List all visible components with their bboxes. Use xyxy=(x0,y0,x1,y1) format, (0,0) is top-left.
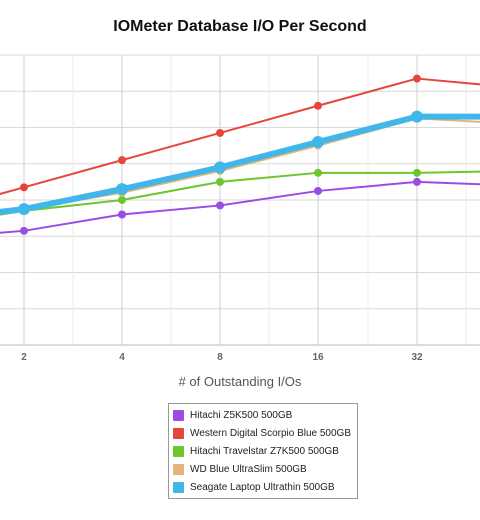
data-point-s2-x2 xyxy=(20,183,28,192)
legend-label: Seagate Laptop Ultrathin 500GB xyxy=(190,481,335,493)
data-point-s5-x16 xyxy=(312,136,324,148)
data-point-s5-x32 xyxy=(411,110,423,123)
legend-item: WD Blue UltraSlim 500GB xyxy=(173,460,353,478)
data-point-s2-x8 xyxy=(216,128,224,137)
legend-swatch xyxy=(173,427,184,439)
legend-item: Hitachi Z5K500 500GB xyxy=(173,406,353,424)
x-tick-label: 16 xyxy=(312,352,324,363)
legend-swatch xyxy=(173,445,184,457)
x-tick-label: 32 xyxy=(411,352,423,363)
data-point-s3-x32 xyxy=(413,168,421,177)
legend-item: Hitachi Travelstar Z7K500 500GB xyxy=(173,442,353,460)
legend: Hitachi Z5K500 500GB Western Digital Scor… xyxy=(168,403,358,499)
legend-label: WD Blue UltraSlim 500GB xyxy=(190,463,307,475)
x-tick-label: 8 xyxy=(217,352,223,363)
series-line-3 xyxy=(0,170,480,216)
data-point-s5-x2 xyxy=(18,203,30,216)
data-point-s2-x16 xyxy=(314,101,322,110)
data-point-s5-x8 xyxy=(214,161,226,174)
legend-swatch xyxy=(173,463,184,475)
data-point-s3-x8 xyxy=(216,177,224,186)
legend-label: Hitachi Z5K500 500GB xyxy=(190,409,293,421)
legend-swatch xyxy=(173,409,184,421)
data-point-s1-x16 xyxy=(314,186,322,195)
legend-swatch xyxy=(173,481,184,493)
x-tick-label: 4 xyxy=(119,352,125,363)
data-point-s3-x4 xyxy=(118,196,126,204)
data-point-s2-x32 xyxy=(413,74,421,83)
data-point-s1-x32 xyxy=(413,177,421,186)
series-line-1 xyxy=(0,180,480,234)
legend-item: Western Digital Scorpio Blue 500GB xyxy=(173,424,353,442)
data-point-s3-x16 xyxy=(314,168,322,177)
data-point-s1-x8 xyxy=(216,201,224,210)
data-point-s1-x4 xyxy=(118,210,126,219)
chart-title: IOMeter Database I/O Per Second xyxy=(113,18,367,35)
data-point-s2-x4 xyxy=(118,156,126,165)
x-axis-label: # of Outstanding I/Os xyxy=(178,374,302,389)
x-tick-label: 2 xyxy=(21,352,27,363)
legend-label: Hitachi Travelstar Z7K500 500GB xyxy=(190,445,339,457)
legend-label: Western Digital Scorpio Blue 500GB xyxy=(190,427,352,439)
data-point-s5-x4 xyxy=(116,183,128,196)
legend-item: Seagate Laptop Ultrathin 500GB xyxy=(173,478,353,496)
data-point-s1-x2 xyxy=(20,226,28,235)
